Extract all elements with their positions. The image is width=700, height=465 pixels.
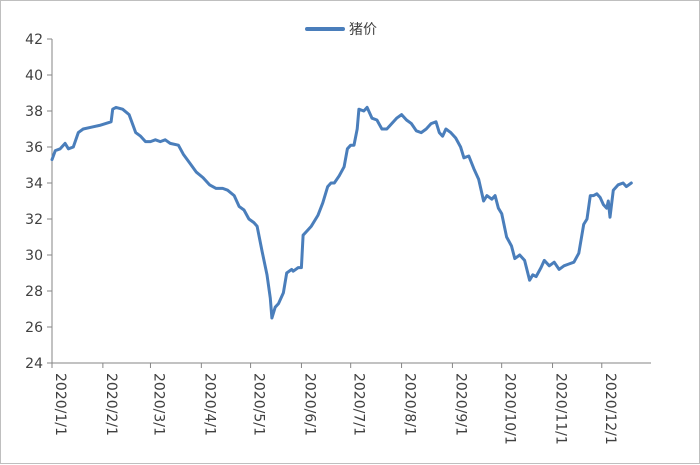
- series-group: [50, 105, 633, 320]
- x-tick-label: 2020/3/1: [150, 373, 166, 436]
- y-tick-label: 36: [25, 140, 43, 156]
- y-tick-label: 30: [25, 248, 43, 264]
- series-line: [50, 105, 633, 320]
- x-tick-label: 2020/4/1: [201, 373, 217, 436]
- x-axis: 2020/1/1 2020/2/1 2020/3/1 2020/4/1 2020/5/1…: [51, 363, 618, 445]
- y-tick-label: 34: [25, 176, 43, 192]
- legend: 猪价: [305, 22, 377, 38]
- x-tick-label: 2020/12/1: [602, 373, 618, 445]
- y-axis: 24 26 28 30 32 34 36 38 40 42: [25, 32, 52, 372]
- x-tick-label: 2020/9/1: [452, 373, 468, 436]
- x-tick-label: 2020/8/1: [402, 373, 418, 436]
- y-tick-label: 26: [25, 320, 43, 336]
- y-tick-label: 24: [25, 356, 43, 372]
- x-tick-label: 2020/1/1: [52, 373, 68, 436]
- x-tick-label: 2020/7/1: [351, 373, 367, 436]
- y-tick-label: 40: [25, 68, 43, 84]
- x-tick-label: 2020/5/1: [251, 373, 267, 436]
- y-tick-label: 42: [25, 32, 43, 48]
- y-tick-label: 32: [25, 212, 43, 228]
- x-tick-label: 2020/11/1: [553, 373, 569, 445]
- x-tick-label: 2020/6/1: [301, 373, 317, 436]
- y-tick-label: 28: [25, 284, 43, 300]
- legend-label: 猪价: [349, 22, 377, 38]
- x-tick-label: 2020/10/1: [502, 373, 518, 445]
- x-tick-label: 2020/2/1: [103, 373, 119, 436]
- y-tick-label: 38: [25, 104, 43, 120]
